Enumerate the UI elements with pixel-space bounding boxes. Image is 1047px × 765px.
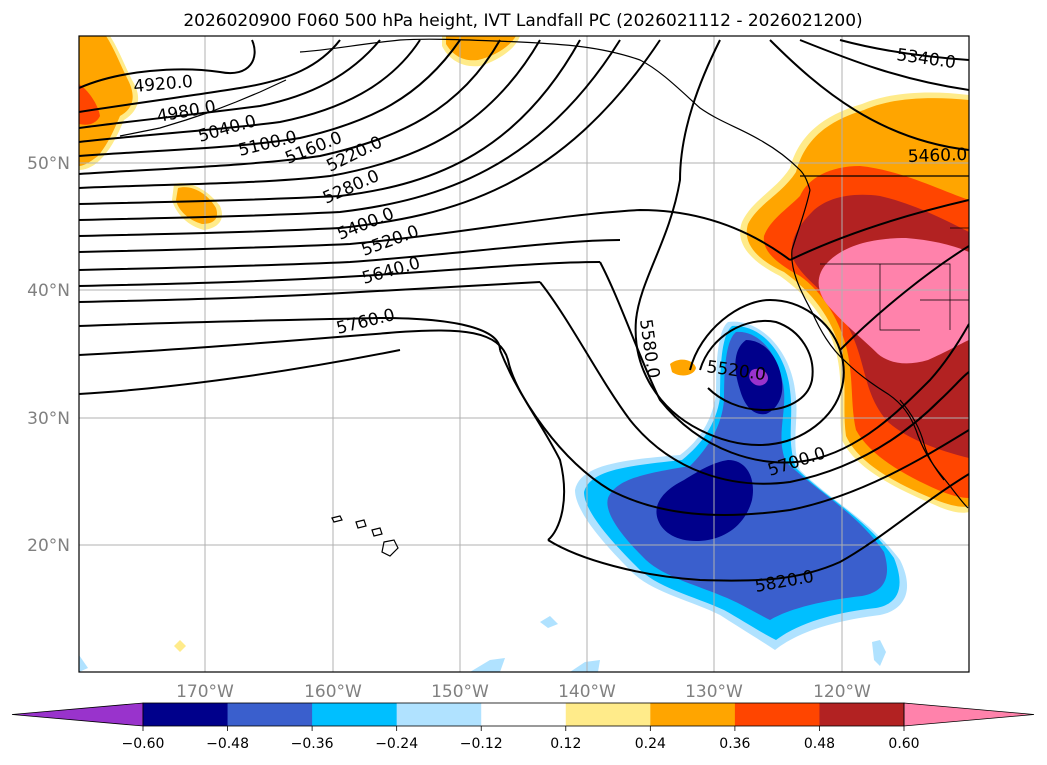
colorbar-tick-label: 0.36 [719, 736, 750, 752]
colorbar-tick-label: 0.48 [804, 736, 835, 752]
lat-tick-30n: 30°N [27, 409, 70, 429]
coastline-hawaii [331, 515, 399, 557]
colorbar-segment [565, 703, 651, 726]
coastline-baja [899, 399, 945, 481]
contour-5340-west [79, 39, 581, 205]
contour-4980 [79, 39, 341, 113]
contour-5640-trough [599, 261, 969, 464]
lon-tick-150w: 150°W [431, 682, 489, 702]
colorbar-segment [650, 703, 736, 726]
contour-5460 [79, 39, 661, 237]
anomaly-orange-northwest-inner [79, 36, 133, 166]
contour-5880-west [79, 349, 401, 395]
coastline-alaska-islands [119, 79, 287, 137]
contour-label-5460: 5460.0 [907, 145, 967, 167]
anomaly-lightblue-small-2 [470, 658, 505, 672]
anomaly-lightblue-small-4 [79, 655, 88, 672]
anomaly-lightblue-small-5 [872, 640, 886, 666]
contour-5580-east [839, 245, 969, 351]
map-panel: 4920.0 4980.0 5040.0 5100.0 5160.0 5220.… [79, 36, 969, 672]
colorbar-segment [312, 703, 398, 726]
anomaly-red-northwest [79, 84, 100, 125]
colorbar-segment [819, 703, 905, 726]
contour-5700-west [79, 281, 541, 303]
lon-tick-120w: 120°W [813, 682, 871, 702]
contour-5400 [79, 39, 621, 221]
lat-tick-40n: 40°N [27, 281, 70, 301]
colorbar-segment [227, 703, 313, 726]
contour-5340-east [839, 39, 969, 61]
contour-5820-west [79, 329, 566, 541]
contour-5580-west [79, 239, 621, 271]
colorbar-segment [481, 703, 567, 726]
colorbar: −0.60 −0.48 −0.36 −0.24 −0.12 0.12 0.24 0.36 0.4… [11, 702, 1035, 752]
colorbar-tick-label: −0.60 [122, 736, 165, 752]
anomaly-orange-near-low [670, 359, 696, 376]
height-contours [79, 39, 969, 582]
colorbar-extend-low [11, 702, 144, 727]
colorbar-extend-high [903, 702, 1035, 727]
lon-tick-170w: 170°W [176, 682, 234, 702]
anomaly-lightblue-small-3 [570, 660, 600, 672]
colorbar-tick-label: −0.12 [460, 736, 503, 752]
contour-5160 [79, 39, 461, 157]
contour-5520-low [699, 319, 814, 412]
map-title: 2026020900 F060 500 hPa height, IVT Land… [183, 11, 862, 31]
colorbar-tick-label: 0.24 [635, 736, 666, 752]
lon-tick-labels: 170°W 160°W 150°W 140°W 130°W 120°W [176, 682, 871, 702]
contour-4920 [79, 39, 256, 89]
coastline-alaska-gulf [299, 38, 811, 191]
colorbar-segment [143, 703, 229, 726]
colorbar-tick-label: 0.60 [888, 736, 919, 752]
lon-tick-130w: 130°W [685, 682, 743, 702]
contour-5640 [79, 261, 601, 287]
contour-5220 [79, 39, 501, 175]
anomaly-lightblue-small-1 [540, 616, 558, 628]
lat-tick-50n: 50°N [27, 154, 70, 174]
contour-5280 [79, 39, 541, 189]
colorbar-frame [142, 702, 905, 727]
colorbar-tick-label: 0.12 [550, 736, 581, 752]
map-frame [78, 35, 970, 673]
contour-5520-east [789, 199, 969, 261]
contour-5100 [79, 39, 421, 143]
contour-5820 [547, 473, 969, 582]
anomaly-purple [749, 368, 768, 386]
lon-tick-160w: 160°W [304, 682, 362, 702]
contour-5760-east [499, 349, 969, 516]
lat-tick-labels: 50°N 40°N 30°N 20°N [27, 154, 70, 556]
anomaly-orange-center-left-inner [176, 187, 218, 224]
state-borders [820, 227, 969, 331]
contour-5460-east [769, 39, 969, 151]
lat-tick-20n: 20°N [27, 536, 70, 556]
contour-5040 [79, 39, 381, 129]
contour-5580-trough [634, 39, 845, 446]
colorbar-segment [396, 703, 482, 726]
colorbar-segment [734, 703, 820, 726]
contour-5700 [539, 281, 969, 485]
colorbar-tick-label: −0.48 [206, 736, 249, 752]
contour-5520 [79, 208, 791, 261]
colorbar-tick-label: −0.36 [291, 736, 334, 752]
anomaly-yellow-small [174, 640, 186, 652]
contour-5400-east [799, 39, 969, 91]
coastlines [119, 38, 969, 557]
contour-5760 [79, 316, 501, 351]
lon-tick-140w: 140°W [558, 682, 616, 702]
colorbar-tick-label: −0.24 [375, 736, 418, 752]
